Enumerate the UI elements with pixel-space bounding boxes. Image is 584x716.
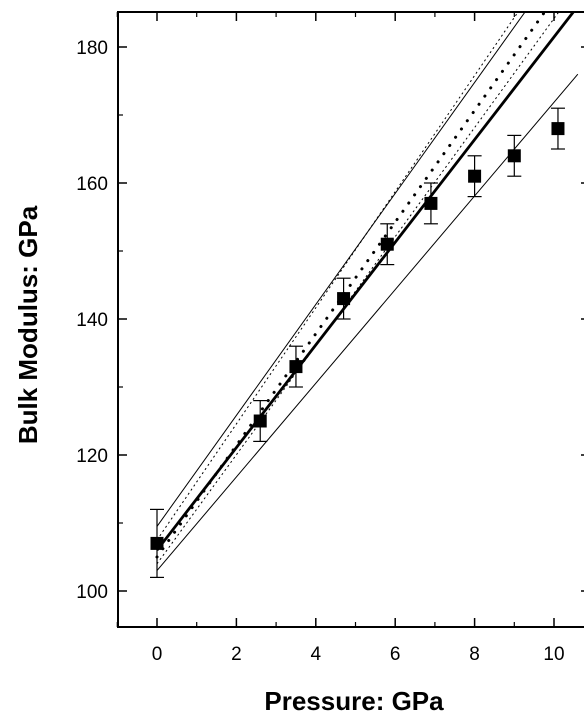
x-tick-label: 2 (231, 644, 242, 665)
x-tick-label: 0 (152, 644, 163, 665)
fit-line-thick (155, 12, 576, 552)
data-point (337, 292, 351, 306)
data-point (150, 536, 164, 550)
data-point (551, 122, 565, 136)
x-tick-label: 4 (311, 644, 322, 665)
fit-line-fine-dotted (156, 12, 519, 541)
x-axis-title: Pressure: GPa (264, 686, 444, 716)
y-tick-label: 100 (76, 582, 108, 603)
tick-labels: 0 2 4 6 8 10 100 120 140 160 180 (76, 38, 564, 665)
fit-line-thin (156, 73, 579, 571)
data-point (424, 196, 438, 210)
data-point (289, 360, 303, 374)
y-tick-label: 160 (76, 174, 108, 195)
fit-line-dotted (155, 12, 547, 559)
fit-lines (155, 12, 579, 571)
axis-ticks (116, 12, 584, 627)
x-tick-label: 8 (469, 644, 480, 665)
data-point (380, 237, 394, 251)
y-axis-title: Bulk Modulus: GPa (13, 205, 43, 444)
y-tick-label: 140 (76, 310, 108, 331)
y-tick-label: 180 (76, 38, 108, 59)
data-point (507, 149, 521, 163)
x-tick-label: 6 (390, 644, 401, 665)
fit-line-thin (156, 12, 526, 527)
fit-line-fine-dotted (156, 12, 560, 565)
data-point (253, 414, 267, 428)
y-tick-label: 120 (76, 446, 108, 467)
data-points (150, 107, 565, 579)
x-tick-label: 10 (543, 644, 564, 665)
data-point (468, 169, 482, 183)
